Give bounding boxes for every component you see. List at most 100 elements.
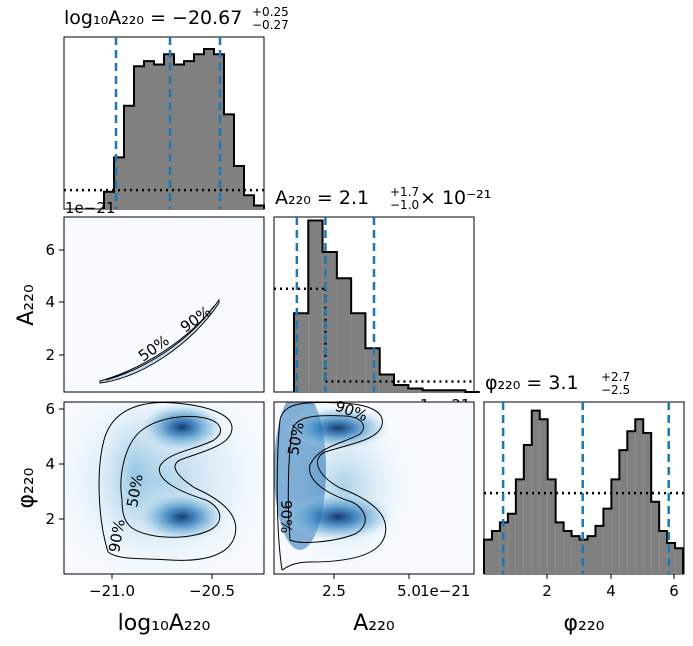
phi-bar-3 [507,513,516,574]
x-offset-A: 1e−21 [420,582,470,600]
panel-A-hist: A₂₂₀ = 2.1 +1.7 −1.0 × 10⁻²¹ 1e−21 [273,185,491,414]
title-log10A-minus: −0.27 [252,18,289,32]
phi-bar-23 [667,543,676,574]
A-bar-4 [351,313,366,392]
phi-bar-12 [579,539,588,574]
title-phi-value: 3.1 [548,372,578,394]
log10A-bar-2 [124,105,134,209]
title-phi-plus: +2.7 [601,370,630,384]
title-A-eq: = [311,187,339,209]
x-ticks-phi: 2 4 6 [542,574,679,600]
title-A-scale: × 10⁻²¹ [420,187,491,209]
x-tick-label-log10A-21: −21.0 [89,582,135,600]
contour-label-90-A-left: 90% [277,500,295,533]
A-bar-5 [365,348,380,392]
phi-bar-0 [484,539,492,574]
y-tick-label-phi-6: 6 [45,400,55,418]
log10A-outline [103,48,265,209]
title-log10A-plus: +0.25 [252,5,289,19]
panel-phi-vs-log10A: 50% 90% 2 4 6 φ₂₂₀ −21.0 −20.5 log₁₀A₂₂₀ [14,400,265,636]
phi-bar-7 [539,419,548,574]
title-A-param: A₂₂₀ [275,187,311,209]
A-vs-log10A-density [99,298,220,384]
ridge-inner [105,305,215,381]
phi-histogram [483,402,685,574]
contour-50-log10A [120,415,221,538]
mode-lower-A [282,493,394,541]
panel-A-vs-log10A-frame [63,216,265,393]
title-log10A-value: −20.67 [172,7,242,29]
x-label-phi: φ₂₂₀ [564,611,605,636]
x-tick-label-A-25: 2.5 [322,582,346,600]
mode-upper [140,403,224,451]
phi-bar-6 [531,410,540,574]
log10A-bar-15 [254,205,264,209]
phi-vs-A-density [274,402,414,574]
panel-phi-vs-A: 50% 90% 90% 2.5 5.0 1e−21 A₂₂₀ [273,397,475,636]
x-ticks-A: 2.5 5.0 [322,574,421,600]
y-tick-label-phi-4: 4 [45,455,55,473]
log10A-bar-12 [224,114,234,209]
log10A-bar-10 [204,49,214,209]
contour-label-50-A: 50% [284,421,308,457]
contour-90-A [276,402,387,571]
contour-label-50-log10A: 50% [123,473,147,509]
panel-phi-vs-log10A-frame [63,401,265,575]
phi-bar-1 [491,531,500,574]
title-phi-param: φ₂₂₀ [485,372,520,394]
y-tick-label-A-6: 6 [45,241,55,259]
panel-phi-hist: φ₂₂₀ = 3.1 +2.7 −2.5 2 4 6 φ₂₂₀ [483,370,685,636]
x-label-A: A₂₂₀ [353,611,395,636]
x-tick-label-log10A-205: −20.5 [189,582,235,600]
log10A-bar-7 [174,64,184,210]
x-tick-label-phi-6: 6 [669,582,679,600]
y-tick-label-A-2: 2 [45,346,55,364]
title-phi: φ₂₂₀ = 3.1 [485,372,579,394]
phi-bar-15 [603,508,612,574]
x-tick-label-phi-2: 2 [542,582,552,600]
A-histogram [274,217,480,393]
phi-bar-8 [547,479,556,574]
phi-bar-16 [611,479,620,574]
contour-50-A [287,415,366,543]
y-tick-label-phi-2: 2 [45,510,55,528]
ridge-outer [99,298,220,384]
x-tick-label-A-50: 5.0 [397,582,421,600]
phi-bar-24 [675,548,684,574]
x-ticks-log10A: −21.0 −20.5 [89,574,235,600]
log10A-bar-14 [244,195,254,209]
panel-A-vs-log10A: 50% 90% 1e−21 2 4 6 A₂₂₀ [14,199,265,393]
y-tick-label-A-4: 4 [45,293,55,311]
title-A-value: 2.1 [339,187,369,209]
phi-bar-14 [595,525,604,574]
phi-bar-4 [515,479,524,574]
phi-bar-10 [563,531,572,574]
log10A-bar-1 [114,157,124,209]
panel-log10A-hist: log₁₀A₂₂₀ = −20.67 +0.25 −0.27 [63,5,289,210]
y-ticks-A: 2 4 6 [45,241,64,364]
A-bar-6 [379,374,394,392]
title-A-plus: +1.7 [390,185,419,199]
title-A: A₂₂₀ = 2.1 [275,187,369,209]
phi-bar-19 [635,419,644,574]
x-label-log10A: log₁₀A₂₂₀ [118,611,211,636]
phi-bar-13 [587,536,596,574]
phi-bar-9 [555,522,564,574]
y-label-A: A₂₂₀ [14,284,39,326]
log10A-bar-8 [184,61,194,209]
y-offset-A: 1e−21 [65,199,115,217]
title-log10A: log₁₀A₂₂₀ = −20.67 [64,7,242,29]
A-outline [293,219,480,393]
title-phi-eq: = [520,372,548,394]
log10A-bar-9 [194,54,204,210]
contour-90-log10A [98,402,237,561]
A-bar-0 [294,313,309,392]
phi-vs-log10A-density [64,402,264,574]
phi-bar-21 [651,501,660,574]
log10A-bar-3 [134,66,144,210]
A-bar-3 [336,278,352,392]
y-ticks-phi: 2 4 6 [45,400,64,528]
phi-bar-20 [643,432,652,574]
y-label-phi: φ₂₂₀ [14,467,39,508]
